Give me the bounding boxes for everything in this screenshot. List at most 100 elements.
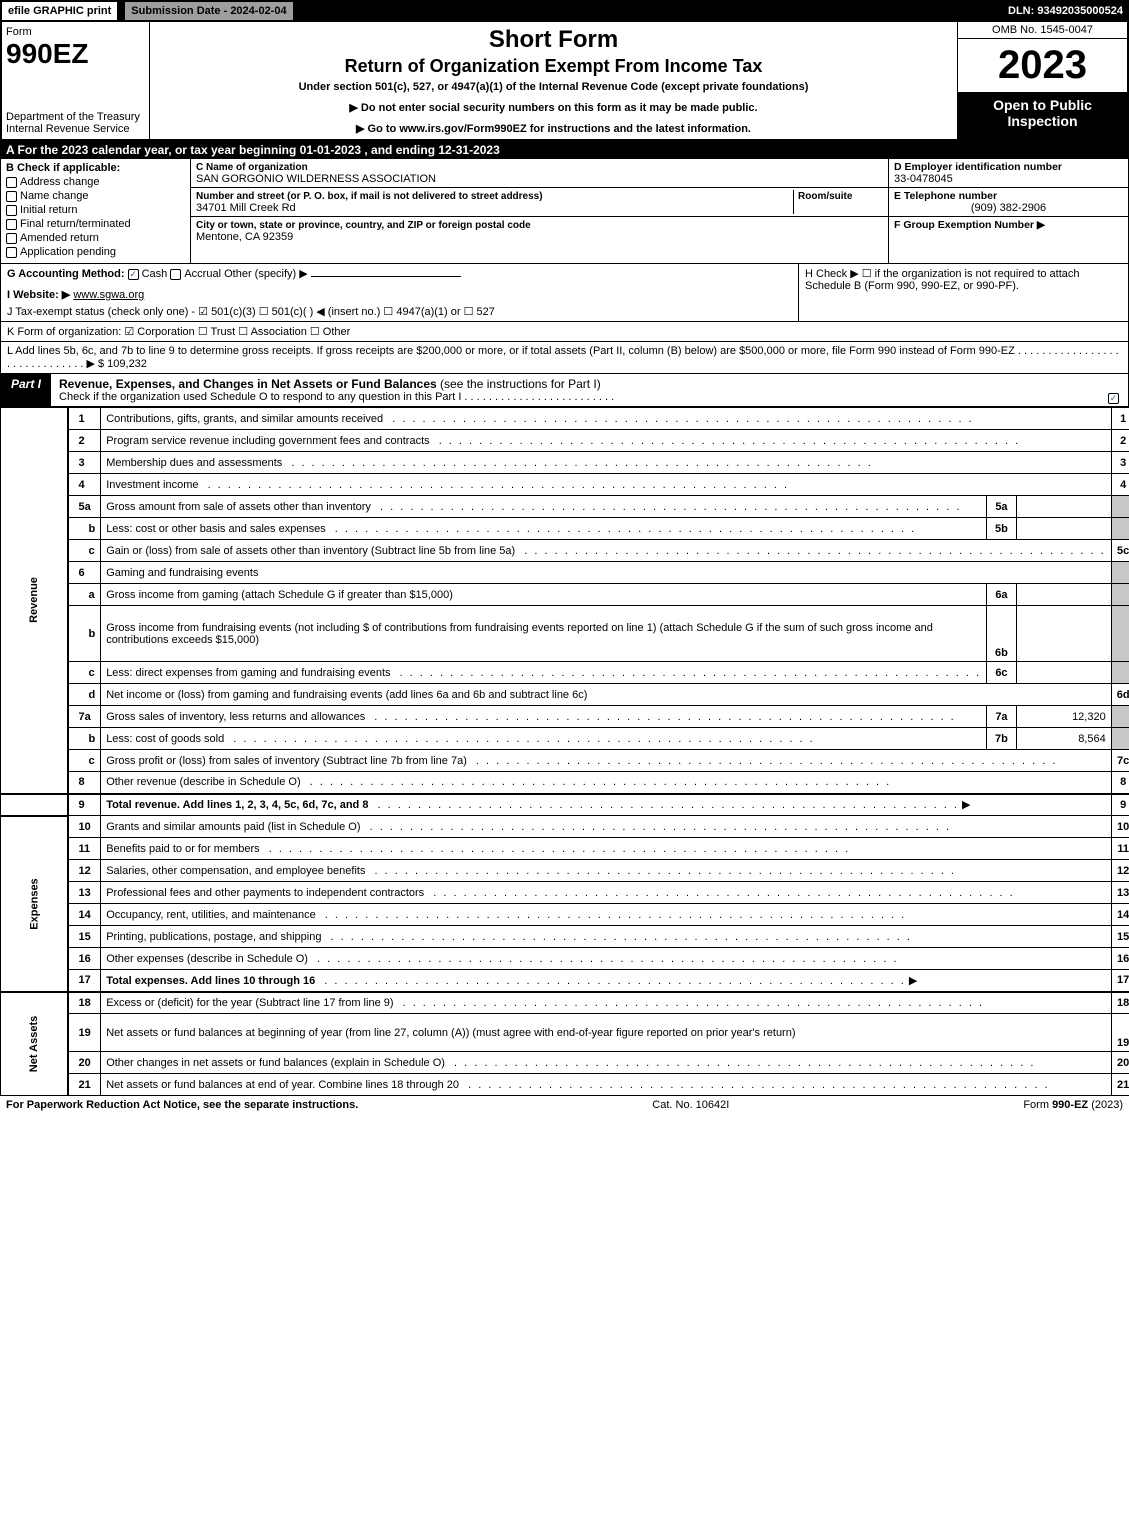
val-5b — [1016, 518, 1111, 540]
line-4: 4Investment income 485 — [1, 474, 1129, 496]
tel-label: E Telephone number — [894, 190, 1123, 202]
chk-address-change[interactable]: Address change — [6, 176, 185, 188]
section-def: D Employer identification number 33-0478… — [888, 159, 1128, 263]
chk-label: Amended return — [20, 232, 99, 244]
side-expenses: Expenses — [1, 816, 69, 992]
irs-link[interactable]: www.irs.gov/Form990EZ — [399, 123, 526, 135]
line-8: 8Other revenue (describe in Schedule O) … — [1, 772, 1129, 794]
line-15: 15Printing, publications, postage, and s… — [1, 926, 1129, 948]
section-l: L Add lines 5b, 6c, and 7b to line 9 to … — [0, 342, 1129, 374]
part1-title: Revenue, Expenses, and Changes in Net As… — [51, 374, 1102, 406]
form-subtext: Under section 501(c), 527, or 4947(a)(1)… — [158, 81, 949, 93]
page-footer: For Paperwork Reduction Act Notice, see … — [0, 1096, 1129, 1114]
chk-application-pending[interactable]: Application pending — [6, 246, 185, 258]
line-13: 13Professional fees and other payments t… — [1, 882, 1129, 904]
line-16: 16Other expenses (describe in Schedule O… — [1, 948, 1129, 970]
section-bcd: B Check if applicable: Address change Na… — [0, 159, 1129, 264]
chk-name-change[interactable]: Name change — [6, 190, 185, 202]
section-g: G Accounting Method: ✓Cash Accrual Other… — [1, 264, 798, 321]
form-number: 990EZ — [6, 38, 145, 70]
line-6d: dNet income or (loss) from gaming and fu… — [1, 684, 1129, 706]
addr-label: Number and street (or P. O. box, if mail… — [196, 191, 543, 202]
line-5b: bLess: cost or other basis and sales exp… — [1, 518, 1129, 540]
telephone-row: E Telephone number (909) 382-2906 — [889, 188, 1128, 217]
section-k: K Form of organization: ☑ Corporation ☐ … — [0, 322, 1129, 342]
org-city-row: City or town, state or province, country… — [191, 217, 888, 245]
line-19: 19Net assets or fund balances at beginni… — [1, 1014, 1129, 1052]
line-2: 2Program service revenue including gover… — [1, 430, 1129, 452]
part1-check-note: Check if the organization used Schedule … — [59, 391, 1094, 403]
org-name-row: C Name of organization SAN GORGONIO WILD… — [191, 159, 888, 188]
side-revenue: Revenue — [1, 408, 69, 794]
section-gh: G Accounting Method: ✓Cash Accrual Other… — [0, 264, 1129, 322]
val-7a: 12,320 — [1016, 706, 1111, 728]
val-5a — [1016, 496, 1111, 518]
ein-value: 33-0478045 — [894, 173, 1123, 185]
website-link[interactable]: www.sgwa.org — [73, 289, 144, 301]
g-label: G Accounting Method: — [7, 268, 125, 280]
chk-final-return[interactable]: Final return/terminated — [6, 218, 185, 230]
chk-amended-return[interactable]: Amended return — [6, 232, 185, 244]
line-7b: bLess: cost of goods sold 7b8,564 — [1, 728, 1129, 750]
dln-number: DLN: 93492035000524 — [1002, 0, 1129, 22]
chk-initial-return[interactable]: Initial return — [6, 204, 185, 216]
part1-header: Part I Revenue, Expenses, and Changes in… — [0, 374, 1129, 407]
footer-cat: Cat. No. 10642I — [358, 1099, 1023, 1111]
g-cash: Cash — [142, 268, 168, 280]
form-word: Form — [6, 26, 145, 38]
footer-form: Form 990-EZ (2023) — [1023, 1099, 1123, 1111]
line-3: 3Membership dues and assessments 3705 — [1, 452, 1129, 474]
org-city: Mentone, CA 92359 — [196, 231, 293, 243]
line-14: 14Occupancy, rent, utilities, and mainte… — [1, 904, 1129, 926]
line-6c: cLess: direct expenses from gaming and f… — [1, 662, 1129, 684]
top-bar: efile GRAPHIC print Submission Date - 20… — [0, 0, 1129, 22]
section-a-tax-year: A For the 2023 calendar year, or tax yea… — [0, 141, 1129, 159]
section-c: C Name of organization SAN GORGONIO WILD… — [191, 159, 888, 263]
line-21: 21Net assets or fund balances at end of … — [1, 1074, 1129, 1096]
line-18: Net Assets 18Excess or (deficit) for the… — [1, 992, 1129, 1014]
g-accrual: Accrual — [184, 268, 221, 280]
efile-print-label[interactable]: efile GRAPHIC print — [0, 0, 119, 22]
chk-accrual[interactable] — [170, 269, 181, 280]
line-7a: 7aGross sales of inventory, less returns… — [1, 706, 1129, 728]
ein-row: D Employer identification number 33-0478… — [889, 159, 1128, 188]
chk-label: Name change — [20, 190, 89, 202]
city-label: City or town, state or province, country… — [196, 220, 531, 231]
tax-year: 2023 — [958, 39, 1127, 93]
chk-label: Final return/terminated — [20, 218, 131, 230]
header-note-2: ▶ Go to www.irs.gov/Form990EZ for instru… — [158, 122, 949, 135]
l-value: 109,232 — [107, 358, 147, 370]
group-exemption-row: F Group Exemption Number ▶ — [889, 217, 1128, 233]
c-name-label: C Name of organization — [196, 162, 308, 173]
chk-label: Application pending — [20, 246, 116, 258]
org-street: 34701 Mill Creek Rd — [196, 202, 296, 214]
chk-cash[interactable]: ✓ — [128, 269, 139, 280]
header-right: OMB No. 1545-0047 2023 Open to Public In… — [957, 22, 1127, 139]
header-left: Form 990EZ Department of the Treasury In… — [2, 22, 150, 139]
grp-label: F Group Exemption Number ▶ — [894, 219, 1123, 231]
form-subtitle: Return of Organization Exempt From Incom… — [158, 56, 949, 77]
header-middle: Short Form Return of Organization Exempt… — [150, 22, 957, 139]
org-name: SAN GORGONIO WILDERNESS ASSOCIATION — [196, 173, 436, 185]
department-label: Department of the Treasury Internal Reve… — [6, 111, 145, 135]
line-10: Expenses 10Grants and similar amounts pa… — [1, 816, 1129, 838]
section-b: B Check if applicable: Address change Na… — [1, 159, 191, 263]
line-6b: bGross income from fundraising events (n… — [1, 606, 1129, 662]
line-1: Revenue 1 Contributions, gifts, grants, … — [1, 408, 1129, 430]
tel-value: (909) 382-2906 — [894, 202, 1123, 214]
val-6b — [1016, 606, 1111, 662]
line-7c: cGross profit or (loss) from sales of in… — [1, 750, 1129, 772]
footer-left: For Paperwork Reduction Act Notice, see … — [6, 1099, 358, 1111]
inspection-label: Open to Public Inspection — [958, 93, 1127, 139]
i-label: I Website: ▶ — [7, 289, 70, 301]
line-6a: aGross income from gaming (attach Schedu… — [1, 584, 1129, 606]
submission-date: Submission Date - 2024-02-04 — [123, 0, 294, 22]
section-j: J Tax-exempt status (check only one) - ☑… — [7, 305, 792, 318]
form-header: Form 990EZ Department of the Treasury In… — [0, 22, 1129, 141]
room-label: Room/suite — [798, 191, 852, 202]
form-title: Short Form — [158, 26, 949, 54]
val-6c — [1016, 662, 1111, 684]
part1-checkbox[interactable]: ✓ — [1102, 374, 1128, 406]
line-5c: cGain or (loss) from sale of assets othe… — [1, 540, 1129, 562]
header-note-1: ▶ Do not enter social security numbers o… — [158, 101, 949, 114]
